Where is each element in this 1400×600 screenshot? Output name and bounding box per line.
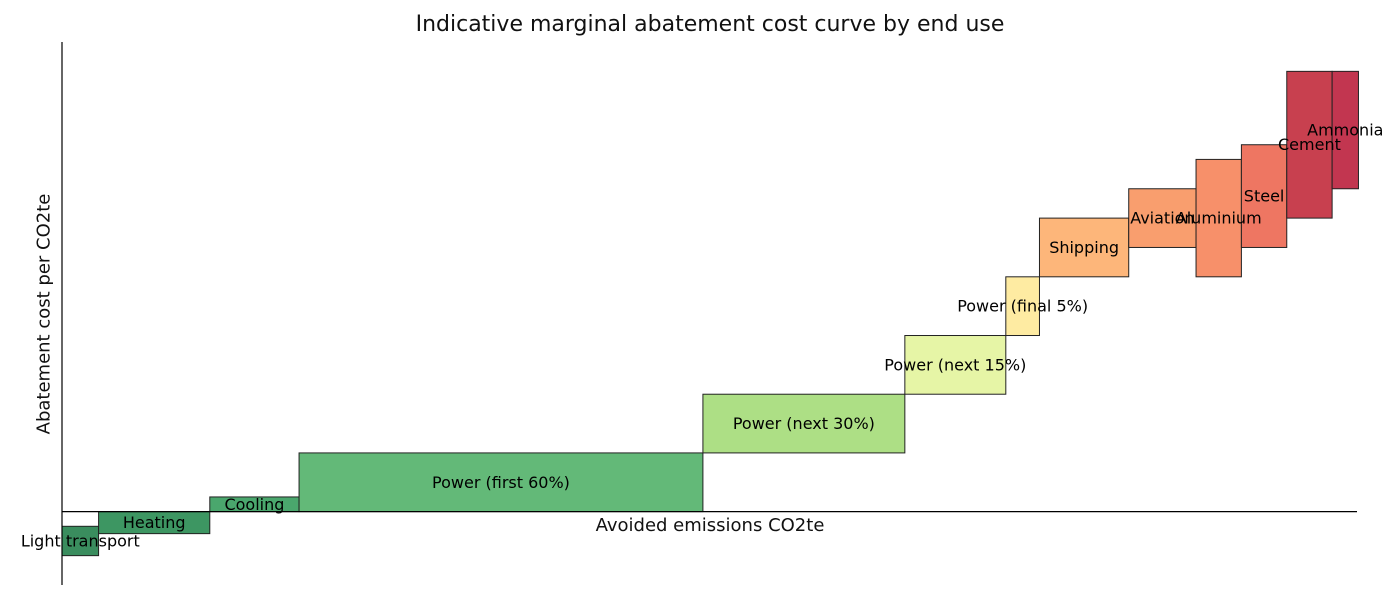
x-axis-label: Avoided emissions CO2te [595,515,825,536]
bar-label-shipping: Shipping [1049,238,1119,257]
bar-label-power-next-15: Power (next 15%) [884,355,1026,374]
bar-label-ammonia: Ammonia [1307,121,1383,140]
bar-power-first-60 [298,452,704,513]
chart-title: Indicative marginal abatement cost curve… [415,12,1005,37]
bar-aviation [1128,188,1197,248]
bar-light-transport [61,525,100,557]
bar-label-cooling: Cooling [224,495,284,514]
bar-steel [1240,144,1288,248]
bar-ammonia [1331,70,1359,190]
bar-shipping [1038,217,1130,278]
bar-label-power-next-30: Power (next 30%) [733,414,875,433]
bar-label-aviation: Aviation [1130,209,1194,228]
bar-label-power-final-5: Power (final 5%) [957,297,1088,316]
bar-cement [1286,70,1333,219]
bar-power-final-5 [1005,276,1040,337]
bar-label-power-first-60: Power (first 60%) [432,473,570,492]
bar-label-steel: Steel [1244,187,1285,206]
bar-label-light-transport: Light transport [21,531,140,550]
axes-layer [61,42,1357,585]
bar-label-aluminium: Aluminium [1176,209,1262,228]
bar-label-cement: Cement [1278,135,1341,154]
bar-label-heating: Heating [123,513,186,532]
bar-power-next-15 [904,335,1007,395]
bar-aluminium [1195,158,1242,278]
bar-power-next-30 [702,393,906,454]
bars-layer [61,70,1359,557]
